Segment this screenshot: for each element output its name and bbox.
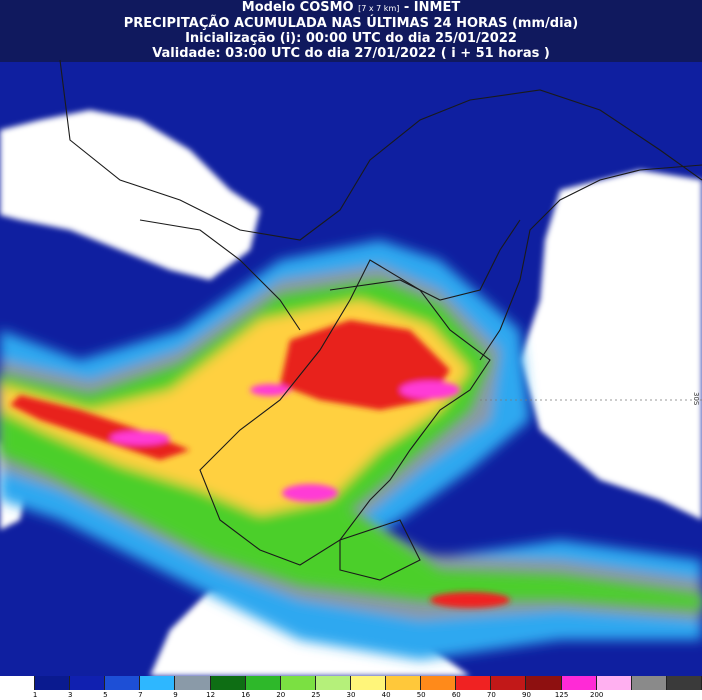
magenta-core-east — [250, 384, 290, 396]
legend-swatch — [491, 676, 527, 690]
legend-tick: 5 — [103, 691, 108, 699]
legend-tick: 90 — [522, 691, 531, 699]
legend-tick: 12 — [206, 691, 216, 699]
model-title: Modelo COSMO [7 x 7 km] - INMET — [241, 0, 461, 15]
legend-tick: 200 — [590, 691, 604, 699]
border-uruguay — [339, 519, 421, 581]
legend-tick: 50 — [416, 691, 426, 699]
validity-line: Validade: 03:00 UTC do dia 27/01/2022 ( … — [152, 46, 550, 61]
legend-swatch — [105, 676, 141, 690]
dry-area-ocean — [520, 170, 702, 520]
legend-tick: 30 — [346, 691, 356, 699]
legend-swatch — [175, 676, 211, 690]
legend-tick: 60 — [451, 691, 461, 699]
legend-tick: 1 — [32, 691, 38, 699]
legend-swatch — [70, 676, 106, 690]
legend-swatch — [280, 676, 316, 690]
coastline — [479, 164, 702, 361]
legend-tick: 25 — [311, 691, 321, 699]
precipitation-map — [0, 0, 702, 676]
legend-tick: 7 — [138, 691, 143, 699]
legend-swatch — [666, 676, 702, 690]
legend-swatch — [245, 676, 281, 690]
map-header: Modelo COSMO [7 x 7 km] - INMET PRECIPIT… — [0, 0, 702, 62]
legend-tick: 125 — [554, 691, 569, 699]
legend-swatch — [350, 676, 387, 690]
legend-swatch — [561, 676, 597, 690]
legend-tick: 70 — [486, 691, 496, 699]
legend-swatch — [0, 676, 36, 690]
legend-swatch — [596, 676, 632, 690]
border-north — [59, 59, 702, 241]
magenta-core-center — [282, 484, 338, 502]
legend-swatch — [315, 676, 351, 690]
legend-tick: 20 — [276, 691, 286, 699]
legend-tick: 3 — [67, 691, 73, 699]
border-paraguay — [139, 219, 301, 331]
legend-color-bar — [0, 676, 702, 690]
legend-swatch — [210, 676, 246, 690]
dry-area-northwest — [0, 110, 260, 280]
magenta-core-north — [400, 381, 460, 399]
magenta-core-west — [110, 431, 170, 445]
header-shade — [0, 0, 702, 62]
color-legend: 1 3 5 7 9 12 16 20 25 30 40 50 60 70 90 125 200 — [0, 676, 702, 700]
product-title: PRECIPITAÇÃO ACUMULADA NAS ÚLTIMAS 24 HO… — [123, 16, 579, 31]
heavy-precip-cores — [10, 320, 510, 608]
legend-swatch — [456, 676, 492, 690]
legend-swatch — [526, 676, 562, 690]
legend-swatch — [386, 676, 422, 690]
legend-tick: 9 — [173, 691, 178, 699]
legend-tick: 40 — [381, 691, 391, 699]
border-state-line — [329, 219, 521, 301]
legend-swatch — [631, 676, 667, 690]
red-core-sea — [430, 592, 510, 608]
legend-tick: 16 — [241, 691, 251, 699]
political-borders — [59, 59, 702, 581]
border-south-brazil — [199, 259, 491, 566]
initialization-line: Inicialização (i): 00:00 UTC do dia 25/0… — [185, 31, 517, 46]
legend-tick-labels: 1 3 5 7 9 12 16 20 25 30 40 50 60 70 90 125 200 — [0, 690, 702, 700]
latitude-label: 30S — [692, 392, 700, 406]
legend-swatch — [421, 676, 457, 690]
legend-swatch — [140, 676, 176, 690]
legend-swatch — [35, 676, 71, 690]
